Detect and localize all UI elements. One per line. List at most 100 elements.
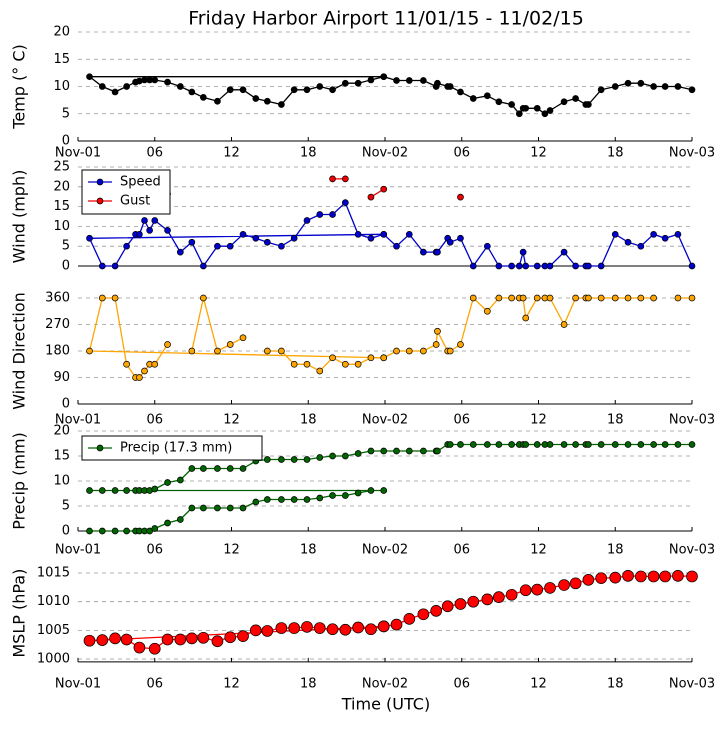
y-tick-label: 1000 [37, 652, 70, 667]
data-point [569, 577, 582, 590]
data-point [200, 94, 207, 101]
data-point [151, 485, 159, 493]
y-axis-label: MSLP (hPa) [10, 569, 29, 658]
x-tick-label: 06 [453, 677, 470, 692]
data-point [86, 347, 93, 355]
data-point [151, 525, 159, 532]
data-point [354, 489, 362, 497]
data-point [650, 294, 657, 302]
data-point [585, 294, 592, 302]
y-tick-label: 0 [62, 134, 70, 149]
data-point [674, 294, 682, 302]
y-tick-label: 5 [62, 499, 70, 514]
data-point [469, 262, 477, 270]
data-point [434, 447, 441, 455]
data-point [546, 262, 554, 270]
data-point [674, 441, 682, 448]
x-tick-label: Nov-01 [55, 677, 101, 692]
data-point [446, 441, 454, 448]
data-point [98, 487, 106, 494]
data-point [483, 92, 491, 100]
series-line [333, 179, 461, 197]
data-point [326, 623, 339, 636]
data-point [403, 613, 416, 625]
series-line [87, 76, 693, 115]
x-tick-label: 12 [223, 413, 240, 428]
x-tick-label: 18 [607, 413, 624, 428]
data-point [148, 642, 161, 655]
y-tick-label: 15 [53, 199, 70, 214]
x-tick-label: Nov-01 [55, 543, 101, 558]
data-point [420, 447, 427, 455]
data-point [541, 110, 549, 118]
x-tick-label: 12 [530, 543, 547, 558]
data-point [611, 230, 619, 238]
data-point [123, 242, 130, 250]
data-point [249, 624, 262, 637]
data-point [533, 104, 541, 112]
x-tick-label: Nov-02 [362, 677, 408, 692]
data-point [226, 504, 234, 512]
data-point [174, 633, 187, 646]
data-point [380, 354, 388, 362]
data-point [98, 83, 106, 90]
data-point [522, 262, 530, 270]
data-point [303, 360, 311, 368]
x-tick-label: 18 [300, 677, 317, 692]
data-point [239, 230, 247, 238]
data-point [622, 570, 634, 582]
data-point [367, 447, 375, 455]
legend-marker [96, 444, 104, 452]
data-point [316, 454, 324, 461]
data-point [226, 242, 234, 250]
data-point [519, 248, 527, 256]
y-tick-label: 1005 [37, 623, 70, 638]
y-tick-label: 180 [45, 344, 70, 359]
data-point [533, 441, 541, 448]
data-point [197, 631, 210, 644]
data-point [86, 73, 93, 81]
data-point [329, 86, 336, 94]
data-point [278, 101, 285, 108]
x-tick-label: 12 [223, 677, 240, 692]
x-tick-label: Nov-01 [55, 146, 101, 161]
x-tick-label: 06 [146, 677, 163, 692]
data-point [624, 294, 632, 302]
data-point [434, 327, 441, 335]
data-point [263, 97, 271, 105]
data-point [188, 347, 196, 355]
data-point [469, 294, 477, 302]
legend-label: Precip (17.3 mm) [120, 441, 232, 456]
data-point [597, 441, 605, 448]
data-point [200, 504, 207, 512]
data-point [329, 452, 336, 460]
data-point [341, 79, 349, 87]
data-point [261, 625, 274, 637]
data-point [354, 450, 362, 457]
data-point [647, 570, 660, 583]
data-point [515, 110, 523, 118]
x-tick-label: Nov-03 [669, 146, 715, 161]
data-point [546, 441, 554, 448]
data-point [329, 492, 336, 499]
data-point [290, 360, 298, 368]
data-point [290, 234, 298, 242]
data-point [98, 527, 106, 535]
data-point [263, 238, 271, 246]
y-tick-label: 1010 [37, 594, 70, 609]
data-point [611, 83, 619, 90]
data-point [546, 294, 554, 302]
data-point [303, 86, 311, 94]
data-point [123, 487, 130, 494]
data-point [263, 347, 271, 355]
data-point [288, 622, 301, 634]
data-point [86, 527, 93, 535]
data-point [597, 262, 605, 270]
data-point [637, 441, 645, 448]
data-point [634, 570, 647, 583]
data-point [560, 248, 568, 256]
data-point [483, 307, 491, 315]
data-point [624, 238, 632, 246]
data-point [434, 79, 441, 87]
x-tick-label: 12 [223, 146, 240, 161]
